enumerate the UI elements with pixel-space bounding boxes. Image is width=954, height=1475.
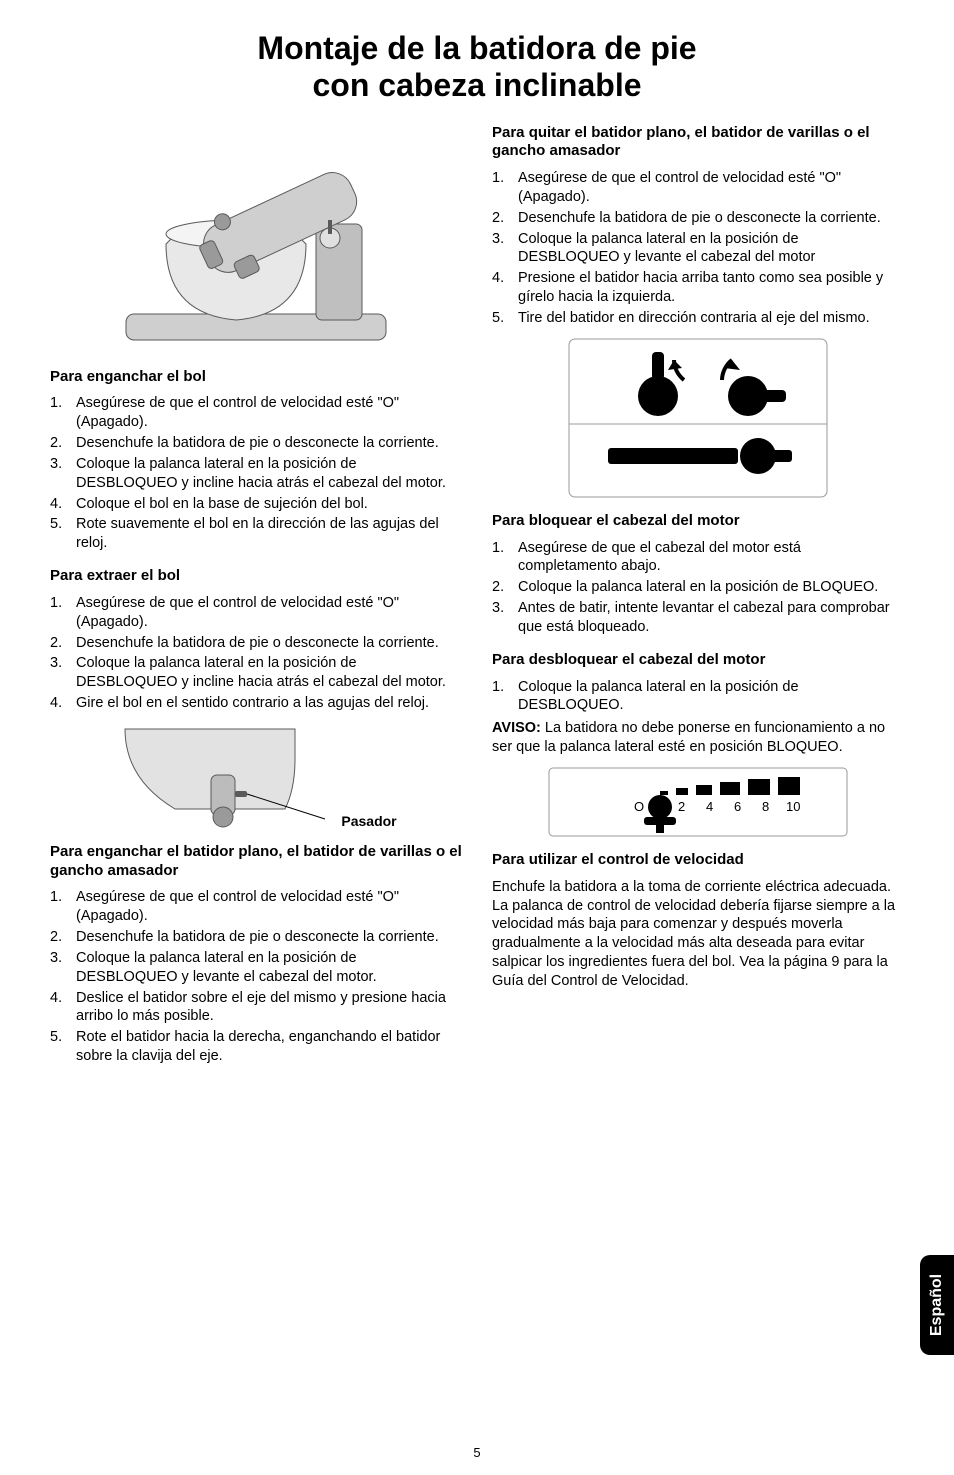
svg-text:10: 10 (786, 799, 800, 814)
section-heading-lock-head: Para bloquear el cabezal del motor (492, 512, 904, 531)
list-item: Presione el batidor hacia arriba tanto c… (492, 269, 904, 307)
page-number: 5 (0, 1445, 954, 1460)
list-item: Coloque la palanca lateral en la posició… (492, 678, 904, 716)
right-column: Para quitar el batidor plano, el batidor… (492, 124, 904, 1070)
title-line-1: Montaje de la batidora de pie (257, 30, 696, 66)
steps-remove-bowl: Asegúrese de que el control de velocidad… (50, 594, 462, 713)
left-column: Para enganchar el bol Asegúrese de que e… (50, 124, 462, 1070)
list-item: Gire el bol en el sentido contrario a la… (50, 694, 462, 713)
section-heading-remove-beater: Para quitar el batidor plano, el batidor… (492, 124, 904, 162)
lock-lever-illustration (492, 338, 904, 498)
svg-text:4: 4 (706, 799, 713, 814)
language-label: Español (928, 1274, 946, 1336)
section-heading-attach-beater: Para enganchar el batidor plano, el bati… (50, 843, 462, 881)
list-item: Asegúrese de que el control de velocidad… (492, 169, 904, 207)
list-item: Asegúrese de que el control de velocidad… (50, 888, 462, 926)
language-tab: Español (920, 1255, 954, 1355)
page-title: Montaje de la batidora de pie con cabeza… (50, 30, 904, 104)
svg-text:O: O (634, 799, 644, 814)
list-item: Antes de batir, intente levantar el cabe… (492, 599, 904, 637)
section-heading-attach-bowl: Para enganchar el bol (50, 368, 462, 387)
mixer-illustration (50, 134, 462, 354)
section-heading-speed-control: Para utilizar el control de velocidad (492, 851, 904, 870)
speed-control-para2: La palanca de control de velocidad deber… (492, 897, 904, 991)
steps-attach-beater: Asegúrese de que el control de velocidad… (50, 888, 462, 1066)
list-item: Coloque la palanca lateral en la posició… (492, 230, 904, 268)
pasador-label: Pasador (341, 813, 396, 829)
list-item: Rote suavemente el bol en la dirección d… (50, 515, 462, 553)
svg-text:8: 8 (762, 799, 769, 814)
beater-shaft-illustration: Pasador (50, 719, 462, 829)
list-item: Coloque la palanca lateral en la posició… (492, 578, 904, 597)
steps-lock-head: Asegúrese de que el cabezal del motor es… (492, 539, 904, 637)
section-heading-remove-bowl: Para extraer el bol (50, 567, 462, 586)
aviso-text: La batidora no debe ponerse en funcionam… (492, 720, 885, 755)
steps-unlock-head: Coloque la palanca lateral en la posició… (492, 678, 904, 716)
section-heading-unlock-head: Para desbloquear el cabezal del motor (492, 651, 904, 670)
steps-attach-bowl: Asegúrese de que el control de velocidad… (50, 394, 462, 553)
aviso-paragraph: AVISO: La batidora no debe ponerse en fu… (492, 719, 904, 757)
list-item: Deslice el batidor sobre el eje del mism… (50, 989, 462, 1027)
svg-text:6: 6 (734, 799, 741, 814)
list-item: Asegúrese de que el cabezal del motor es… (492, 539, 904, 577)
aviso-label: AVISO: (492, 720, 541, 736)
content-columns: Para enganchar el bol Asegúrese de que e… (50, 124, 904, 1070)
list-item: Desenchufe la batidora de pie o desconec… (50, 434, 462, 453)
list-item: Asegúrese de que el control de velocidad… (50, 394, 462, 432)
list-item: Coloque el bol en la base de sujeción de… (50, 495, 462, 514)
list-item: Desenchufe la batidora de pie o desconec… (50, 634, 462, 653)
title-line-2: con cabeza inclinable (313, 67, 642, 103)
steps-remove-beater: Asegúrese de que el control de velocidad… (492, 169, 904, 328)
list-item: Rote el batidor hacia la derecha, enganc… (50, 1028, 462, 1066)
list-item: Tire del batidor en dirección contraria … (492, 309, 904, 328)
list-item: Coloque la palanca lateral en la posició… (50, 654, 462, 692)
list-item: Desenchufe la batidora de pie o desconec… (492, 209, 904, 228)
speed-control-para1: Enchufe la batidora a la toma de corrien… (492, 878, 904, 897)
list-item: Asegúrese de que el control de velocidad… (50, 594, 462, 632)
speed-control-illustration: O 2 4 6 8 10 (492, 767, 904, 837)
list-item: Coloque la palanca lateral en la posició… (50, 949, 462, 987)
list-item: Coloque la palanca lateral en la posició… (50, 455, 462, 493)
list-item: Desenchufe la batidora de pie o desconec… (50, 928, 462, 947)
svg-text:2: 2 (678, 799, 685, 814)
